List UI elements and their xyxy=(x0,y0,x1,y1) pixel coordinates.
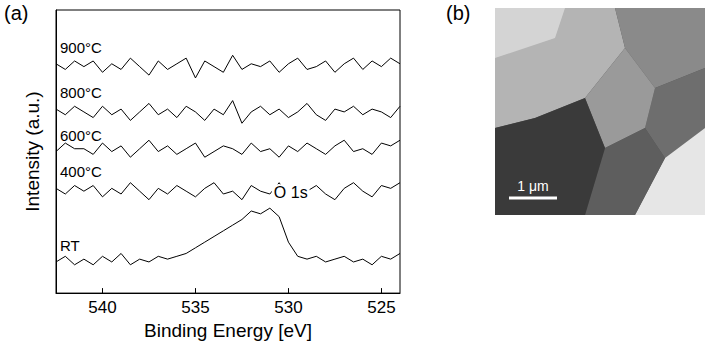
svg-text:Intensity (a.u.): Intensity (a.u.) xyxy=(22,91,43,211)
html-text:(a): (a) xyxy=(4,2,29,24)
svg-text:RT: RT xyxy=(60,237,80,254)
svg-text:800°C: 800°C xyxy=(60,84,102,101)
svg-text:540: 540 xyxy=(88,298,116,317)
svg-text:530: 530 xyxy=(274,298,302,317)
svg-text:Binding Energy [eV]: Binding Energy [eV] xyxy=(144,320,312,341)
svg-text:525: 525 xyxy=(367,298,395,317)
svg-text:1 μm: 1 μm xyxy=(517,178,548,194)
svg-text:900°C: 900°C xyxy=(60,39,102,56)
svg-text:535: 535 xyxy=(181,298,209,317)
svg-text:600°C: 600°C xyxy=(60,127,102,144)
svg-text:400°C: 400°C xyxy=(60,163,102,180)
svg-text:O 1s: O 1s xyxy=(274,184,308,201)
html-text:(b): (b) xyxy=(446,2,471,24)
